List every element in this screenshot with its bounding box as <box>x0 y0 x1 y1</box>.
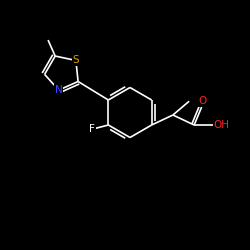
Text: N: N <box>55 85 63 95</box>
Text: S: S <box>72 56 79 66</box>
Text: F: F <box>89 124 95 134</box>
Text: O: O <box>199 96 207 106</box>
Text: OH: OH <box>214 120 230 130</box>
